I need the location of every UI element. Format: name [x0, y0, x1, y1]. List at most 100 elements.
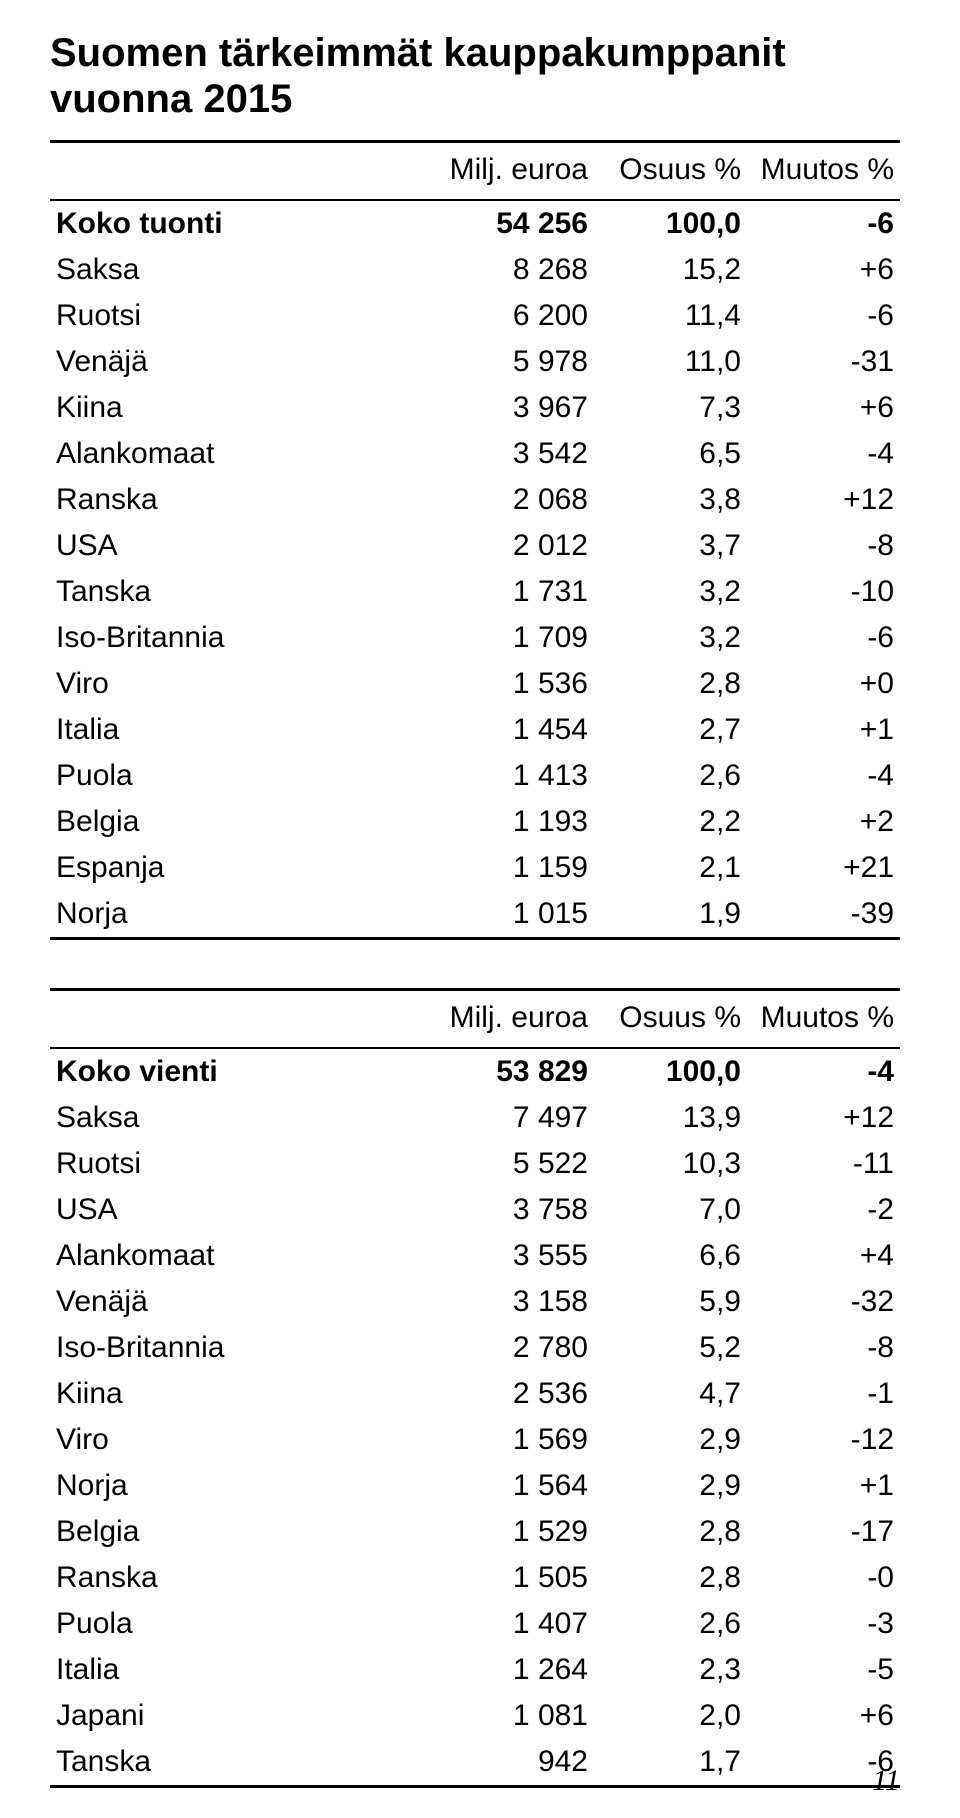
table-cell: 1 264	[407, 1647, 594, 1693]
table-row: Kiina2 5364,7-1	[50, 1371, 900, 1417]
table-cell: 1 193	[407, 799, 594, 845]
title-line-2: vuonna 2015	[50, 77, 292, 121]
table-cell: +4	[747, 1233, 900, 1279]
table-cell: Italia	[50, 1647, 407, 1693]
table-cell: 3,2	[594, 569, 747, 615]
table-row: Tanska1 7313,2-10	[50, 569, 900, 615]
page-number: 11	[872, 1764, 900, 1798]
table-cell: 3,7	[594, 523, 747, 569]
table-cell: 5 522	[407, 1141, 594, 1187]
table-cell: +12	[747, 477, 900, 523]
table-row: Alankomaat3 5426,5-4	[50, 431, 900, 477]
table-cell: 11,0	[594, 339, 747, 385]
table-cell: -4	[747, 753, 900, 799]
table-cell: Puola	[50, 1601, 407, 1647]
table-row: Italia1 4542,7+1	[50, 707, 900, 753]
table-row: Alankomaat3 5556,6+4	[50, 1233, 900, 1279]
table-cell: 2 012	[407, 523, 594, 569]
table-row: Puola1 4132,6-4	[50, 753, 900, 799]
table-cell: Italia	[50, 707, 407, 753]
table-cell: -31	[747, 339, 900, 385]
data-table-0: Milj. euroaOsuus %Muutos %Koko tuonti54 …	[50, 140, 900, 940]
table-cell: 3 967	[407, 385, 594, 431]
table-cell: -0	[747, 1555, 900, 1601]
table-cell: USA	[50, 523, 407, 569]
table-row: Ranska1 5052,8-0	[50, 1555, 900, 1601]
table-cell: Kiina	[50, 1371, 407, 1417]
table-cell: 10,3	[594, 1141, 747, 1187]
table-cell: +6	[747, 247, 900, 293]
table-cell: +1	[747, 1463, 900, 1509]
table-cell: 2,0	[594, 1693, 747, 1739]
table-row: Iso-Britannia1 7093,2-6	[50, 615, 900, 661]
page-title: Suomen tärkeimmät kauppakumppanit vuonna…	[50, 30, 900, 122]
table-row: Saksa7 49713,9+12	[50, 1095, 900, 1141]
table-header-cell: Osuus %	[594, 990, 747, 1049]
table-cell: Viro	[50, 661, 407, 707]
table-row: Ranska2 0683,8+12	[50, 477, 900, 523]
table-cell: Alankomaat	[50, 1233, 407, 1279]
table-cell: Norja	[50, 1463, 407, 1509]
table-cell: Ruotsi	[50, 1141, 407, 1187]
table-cell: 5,2	[594, 1325, 747, 1371]
table-cell: +1	[747, 707, 900, 753]
table-row: Belgia1 1932,2+2	[50, 799, 900, 845]
table-cell: 3,2	[594, 615, 747, 661]
table-cell: 1 564	[407, 1463, 594, 1509]
table-header-cell: Osuus %	[594, 142, 747, 201]
table-header-cell: Muutos %	[747, 142, 900, 201]
table-row: Iso-Britannia2 7805,2-8	[50, 1325, 900, 1371]
table-cell: Venäjä	[50, 1279, 407, 1325]
table-cell: Iso-Britannia	[50, 615, 407, 661]
table-cell: -32	[747, 1279, 900, 1325]
table-cell: 5,9	[594, 1279, 747, 1325]
table-row: Koko tuonti54 256100,0-6	[50, 200, 900, 247]
table-cell: 2,3	[594, 1647, 747, 1693]
table-cell: Ranska	[50, 477, 407, 523]
table-cell: 100,0	[594, 1048, 747, 1095]
table-cell: -2	[747, 1187, 900, 1233]
table-cell: 1 159	[407, 845, 594, 891]
table-cell: 13,9	[594, 1095, 747, 1141]
table-row: Belgia1 5292,8-17	[50, 1509, 900, 1555]
table-cell: -6	[747, 615, 900, 661]
table-cell: -10	[747, 569, 900, 615]
table-cell: Kiina	[50, 385, 407, 431]
title-line-1: Suomen tärkeimmät kauppakumppanit	[50, 31, 786, 75]
table-row: USA3 7587,0-2	[50, 1187, 900, 1233]
table-header-row: Milj. euroaOsuus %Muutos %	[50, 990, 900, 1049]
table-cell: 15,2	[594, 247, 747, 293]
table-cell: +12	[747, 1095, 900, 1141]
table-cell: Saksa	[50, 247, 407, 293]
table-cell: -3	[747, 1601, 900, 1647]
table-header-row: Milj. euroaOsuus %Muutos %	[50, 142, 900, 201]
table-cell: 1 413	[407, 753, 594, 799]
table-cell: 5 978	[407, 339, 594, 385]
table-cell: Espanja	[50, 845, 407, 891]
table-cell: 3 542	[407, 431, 594, 477]
table-cell: 3 555	[407, 1233, 594, 1279]
table-cell: 1 505	[407, 1555, 594, 1601]
table-cell: 2,9	[594, 1463, 747, 1509]
table-cell: -5	[747, 1647, 900, 1693]
table-cell: 2 068	[407, 477, 594, 523]
table-row: USA2 0123,7-8	[50, 523, 900, 569]
table-cell: 2,6	[594, 753, 747, 799]
table-cell: 1 015	[407, 891, 594, 939]
table-row: Viro1 5692,9-12	[50, 1417, 900, 1463]
table-cell: 2 536	[407, 1371, 594, 1417]
table-header-cell: Milj. euroa	[407, 990, 594, 1049]
table-row: Koko vienti53 829100,0-4	[50, 1048, 900, 1095]
tables-host: Milj. euroaOsuus %Muutos %Koko tuonti54 …	[50, 140, 900, 1788]
table-cell: +2	[747, 799, 900, 845]
table-cell: Ranska	[50, 1555, 407, 1601]
table-cell: 2 780	[407, 1325, 594, 1371]
table-cell: 53 829	[407, 1048, 594, 1095]
table-cell: +21	[747, 845, 900, 891]
table-cell: 1 731	[407, 569, 594, 615]
table-cell: 3 758	[407, 1187, 594, 1233]
table-row: Puola1 4072,6-3	[50, 1601, 900, 1647]
table-cell: 1,9	[594, 891, 747, 939]
table-row: Espanja1 1592,1+21	[50, 845, 900, 891]
table-cell: -8	[747, 1325, 900, 1371]
